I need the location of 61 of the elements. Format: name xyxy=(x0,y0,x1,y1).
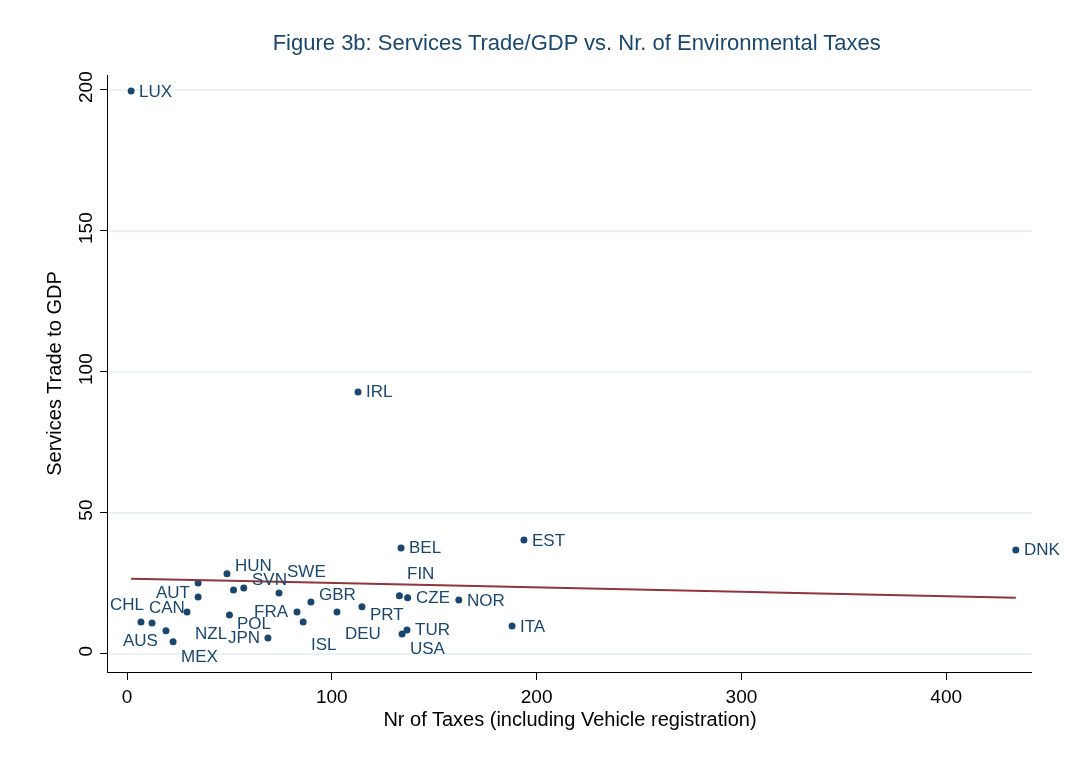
point xyxy=(404,594,412,602)
x-tick-label: 300 xyxy=(725,685,758,707)
y-tick-label: 50 xyxy=(75,499,97,521)
annotation: DNK xyxy=(1024,540,1061,559)
y-tick-label: 200 xyxy=(75,71,97,103)
annotation: JPN xyxy=(228,628,261,647)
annotation: MEX xyxy=(181,647,218,666)
annotation: CHL xyxy=(110,595,145,614)
point xyxy=(455,596,463,604)
annotation: SWE xyxy=(287,562,326,581)
x-tick-label: 0 xyxy=(121,685,133,707)
annotation: BEL xyxy=(409,538,442,557)
y-tick-label: 0 xyxy=(75,645,97,657)
y-tick-label: 150 xyxy=(75,212,97,244)
point xyxy=(194,593,202,601)
point xyxy=(275,589,283,597)
point xyxy=(397,544,405,552)
x-axis-title: Nr of Taxes (including Vehicle registration) xyxy=(383,708,757,731)
point xyxy=(520,536,528,544)
point xyxy=(264,634,272,642)
x-tick-label: 100 xyxy=(315,685,348,707)
point xyxy=(398,630,406,638)
chart-title: Figure 3b: Services Trade/GDP vs. Nr. of Environmental Taxes xyxy=(272,30,881,56)
annotation: AUS xyxy=(123,631,158,650)
point xyxy=(333,608,341,616)
annotation: CZE xyxy=(416,588,450,607)
annotation: DEU xyxy=(345,624,381,643)
point xyxy=(223,570,231,578)
annotation: IRL xyxy=(366,382,393,401)
annotation: GBR xyxy=(319,585,356,604)
annotation: NOR xyxy=(467,591,505,610)
point xyxy=(354,388,362,396)
annotation: FIN xyxy=(407,564,435,583)
point xyxy=(358,603,366,611)
point xyxy=(307,598,315,606)
annotation: EST xyxy=(532,531,566,550)
point xyxy=(162,627,170,635)
point xyxy=(169,638,177,646)
point xyxy=(395,592,403,600)
y-axis-title: Services Trade to GDP xyxy=(42,271,65,476)
annotation: TUR xyxy=(415,620,450,639)
annotation: PRT xyxy=(370,605,404,624)
point xyxy=(127,87,135,95)
point xyxy=(148,619,156,627)
annotation: USA xyxy=(410,639,446,658)
x-tick-label: 400 xyxy=(930,685,963,707)
point xyxy=(293,608,301,616)
point xyxy=(508,622,516,630)
point xyxy=(137,618,145,626)
point xyxy=(240,584,248,592)
point xyxy=(183,608,191,616)
point xyxy=(225,611,233,619)
x-tick-label: 200 xyxy=(520,685,553,707)
annotation: NZL xyxy=(195,624,228,643)
y-tick-label: 100 xyxy=(75,353,97,385)
annotation: LUX xyxy=(139,82,173,101)
point xyxy=(1012,546,1020,554)
annotation: ITA xyxy=(520,617,546,636)
point xyxy=(230,586,238,594)
annotation: ISL xyxy=(311,635,337,654)
point xyxy=(299,618,307,626)
